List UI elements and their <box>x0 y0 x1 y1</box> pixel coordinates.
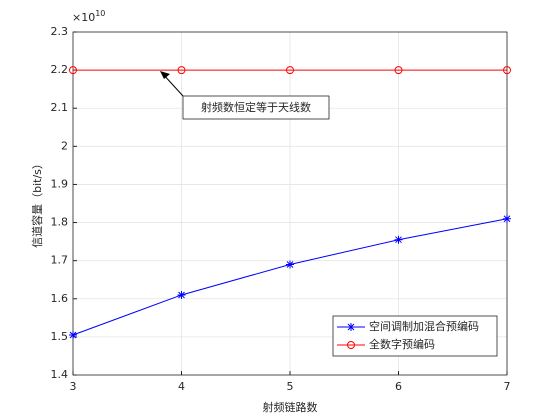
y-tick-label: 1.7 <box>51 254 69 267</box>
x-tick-label: 7 <box>504 380 511 393</box>
y-tick-label: 2.1 <box>51 101 69 114</box>
marker <box>177 290 186 299</box>
x-tick-label: 3 <box>70 380 77 393</box>
x-tick-label: 5 <box>287 380 294 393</box>
annotation-arrowhead <box>160 71 170 79</box>
y-multiplier-exponent: 10 <box>95 9 105 18</box>
legend-marker <box>347 341 355 349</box>
marker <box>503 66 511 75</box>
marker <box>286 66 294 75</box>
marker <box>503 214 511 223</box>
y-multiplier-base: ×10 <box>72 11 95 24</box>
legend-label: 全数字预编码 <box>369 337 435 351</box>
y-tick-label: 1.5 <box>51 330 69 343</box>
y-tick-label: 1.4 <box>51 368 69 381</box>
y-tick-label: 2.3 <box>51 25 69 38</box>
marker <box>394 235 403 244</box>
marker <box>286 260 294 269</box>
marker <box>69 66 77 75</box>
marker <box>177 66 186 75</box>
y-tick-label: 1.9 <box>51 177 69 190</box>
x-axis-label: 射频链路数 <box>263 400 318 414</box>
marker <box>69 330 77 339</box>
legend-label: 空间调制加混合预编码 <box>369 319 479 333</box>
legend-marker <box>347 323 355 331</box>
x-tick-label: 4 <box>178 380 185 393</box>
y-tick-label: 2.2 <box>51 63 69 76</box>
y-tick-label: 2 <box>61 139 68 152</box>
y-tick-label: 1.6 <box>51 292 69 305</box>
y-multiplier: ×1010 <box>72 9 105 25</box>
x-tick-label: 6 <box>395 380 402 393</box>
annotation: 射频数恒定等于天线数 <box>201 100 311 114</box>
legend-box <box>332 315 498 357</box>
marker <box>394 66 403 75</box>
y-tick-label: 1.8 <box>51 216 69 229</box>
y-axis-label: 信道容量（bit/s） <box>30 158 44 248</box>
annotation-box <box>182 95 330 120</box>
